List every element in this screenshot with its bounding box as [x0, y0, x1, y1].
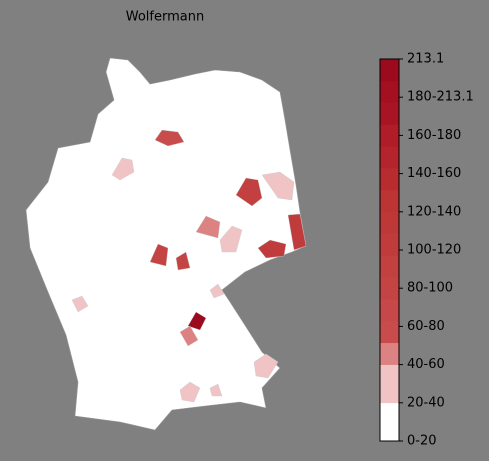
- colorbar-segment: [380, 255, 399, 278]
- colorbar-label: 0-20: [407, 434, 437, 449]
- colorbar-segment: [380, 233, 399, 256]
- colorbar-segment: [380, 277, 399, 300]
- colorbar: 0-20 20-40 40-60 60-80 80-100 100-120 120-140 1…: [380, 52, 474, 449]
- colorbar-segment: [380, 80, 399, 103]
- map: [25, 57, 307, 431]
- colorbar-label: 213.1: [407, 52, 444, 67]
- colorbar-segment: [380, 168, 399, 191]
- colorbar-segment: [380, 189, 399, 213]
- colorbar-label: 120-140: [407, 204, 461, 219]
- colorbar-segment: [380, 320, 399, 344]
- colorbar-segment: [380, 364, 399, 404]
- map-title: Wolfermann: [126, 10, 204, 25]
- colorbar-frame: [379, 58, 400, 442]
- colorbar-segment: [380, 102, 399, 125]
- germany: [25, 57, 307, 431]
- colorbar-label: 180-213.1: [407, 90, 474, 105]
- colorbar-label: 80-100: [407, 281, 453, 296]
- colorbar-segment: [380, 402, 399, 442]
- colorbar-segment: [380, 299, 399, 322]
- colorbar-segment: [380, 146, 399, 169]
- colorbar-segment: [380, 211, 399, 234]
- colorbar-label: 60-80: [407, 319, 445, 334]
- colorbar-label: 40-60: [407, 357, 445, 372]
- colorbar-segment: [380, 124, 399, 147]
- colorbar-segment: [380, 342, 399, 365]
- colorbar-label: 160-180: [407, 128, 461, 143]
- districts: [71, 129, 307, 403]
- colorbar-label: 140-160: [407, 166, 461, 181]
- colorbar-label: 20-40: [407, 395, 445, 410]
- colorbar-label: 100-120: [407, 243, 461, 258]
- colorbar-segment: [380, 59, 399, 82]
